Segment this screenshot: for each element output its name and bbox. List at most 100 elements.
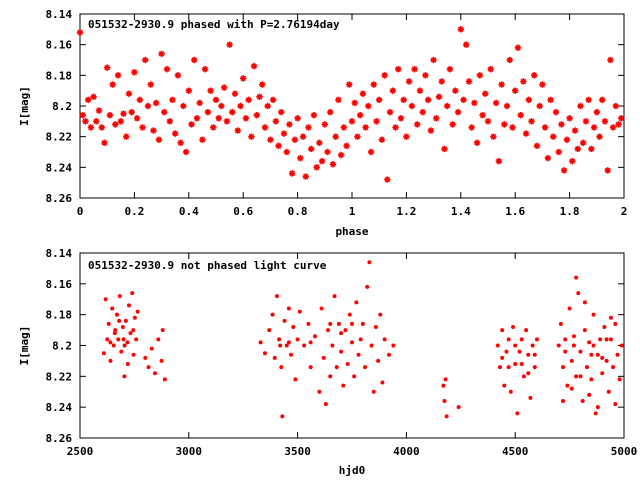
- phased-data-point: [411, 66, 418, 73]
- unphased-data-point: [280, 414, 285, 419]
- phased-data-point: [237, 102, 244, 110]
- unphased-y-axis-label: I[mag]: [18, 326, 31, 366]
- unphased-data-point: [526, 352, 531, 357]
- phased-data-point: [218, 102, 225, 110]
- unphased-data-point: [617, 377, 622, 382]
- unphased-data-point: [386, 352, 391, 357]
- phased-data-point: [207, 87, 214, 94]
- unphased-data-point: [565, 383, 570, 388]
- phased-x-tick-label: 1.4: [451, 205, 471, 218]
- unphased-data-point: [350, 321, 354, 326]
- unphased-data-point: [295, 337, 300, 342]
- unphased-data-point: [578, 349, 583, 354]
- phased-data-point: [441, 145, 448, 153]
- unphased-data-point: [159, 358, 164, 363]
- phased-y-tick-label: 8.24: [46, 161, 73, 174]
- phased-data-point: [449, 121, 456, 128]
- phased-data-point: [408, 102, 416, 110]
- phased-data-point: [446, 66, 454, 73]
- phased-data-point: [506, 56, 513, 64]
- phased-data-point: [117, 118, 124, 125]
- phased-data-point: [234, 127, 241, 134]
- phased-data-point: [212, 96, 220, 104]
- unphased-data-point: [591, 312, 596, 317]
- unphased-y-tick-label: 8.16: [46, 278, 73, 291]
- phased-data-point: [389, 87, 396, 94]
- unphased-data-point: [291, 325, 296, 329]
- unphased-data-point: [619, 343, 624, 348]
- phased-data-point: [430, 56, 437, 64]
- unphased-data-point: [350, 340, 354, 345]
- unphased-data-point: [330, 343, 335, 348]
- unphased-data-point: [117, 318, 122, 323]
- phased-x-tick-label: 0.6: [233, 205, 253, 218]
- unphased-light-curve-chart: 2500 3000 3500 4000 4500 5000 8.14 8.16 8.18 8.2 8…: [18, 247, 637, 477]
- unphased-data-point: [604, 337, 609, 342]
- phased-data-point: [144, 102, 152, 110]
- phased-y-axis-label: I[mag]: [18, 86, 31, 126]
- unphased-y-tick-label: 8.26: [46, 432, 73, 445]
- unphased-data-point: [515, 411, 520, 416]
- phased-data-point: [123, 133, 130, 140]
- unphased-data-point: [116, 337, 121, 342]
- unphased-data-point: [378, 312, 383, 317]
- phased-data-point: [601, 118, 609, 125]
- phased-data-point: [457, 26, 464, 33]
- phased-data-point: [101, 139, 108, 146]
- unphased-data-point: [376, 358, 381, 363]
- phased-data-point: [528, 118, 535, 125]
- unphased-data-point: [111, 343, 116, 348]
- unphased-data-point: [282, 318, 287, 323]
- unphased-chart-title: 051532-2930.9 not phased light curve: [88, 259, 327, 272]
- phased-data-point: [503, 102, 511, 110]
- unphased-data-point: [576, 291, 581, 296]
- unphased-data-point: [591, 343, 596, 348]
- unphased-data-point: [530, 343, 535, 348]
- phased-data-point: [204, 108, 212, 116]
- phased-data-point: [560, 167, 568, 174]
- unphased-data-point: [589, 377, 594, 382]
- phased-data-point: [471, 99, 478, 107]
- unphased-data-point: [382, 337, 387, 342]
- unphased-data-point: [608, 315, 613, 320]
- unphased-data-point: [317, 389, 322, 394]
- phased-data-point: [487, 66, 494, 73]
- phased-data-point: [302, 173, 309, 180]
- unphased-data-point: [328, 321, 333, 326]
- unphased-data-points: [101, 260, 624, 419]
- phased-data-point: [215, 115, 222, 122]
- unphased-data-point: [585, 365, 590, 370]
- unphased-data-point: [286, 340, 291, 345]
- unphased-data-point: [569, 358, 574, 363]
- unphased-data-point: [131, 328, 136, 333]
- unphased-data-point: [524, 328, 529, 333]
- unphased-data-point: [160, 328, 165, 333]
- unphased-data-point: [506, 337, 511, 342]
- phased-data-point: [109, 81, 116, 88]
- phased-data-point: [490, 133, 497, 140]
- phased-data-point: [460, 96, 467, 104]
- unphased-data-point: [513, 343, 518, 348]
- phased-data-point: [313, 164, 320, 171]
- unphased-data-point: [593, 411, 598, 416]
- phased-data-point: [378, 136, 386, 143]
- phased-data-point: [563, 136, 571, 143]
- unphased-data-point: [123, 318, 128, 323]
- phased-data-point: [174, 72, 182, 79]
- phased-data-point: [574, 145, 581, 153]
- unphased-data-point: [334, 365, 339, 370]
- phased-data-point: [291, 136, 299, 143]
- phased-data-point: [286, 121, 293, 128]
- phased-data-point: [272, 118, 280, 125]
- unphased-data-point: [558, 321, 563, 326]
- unphased-data-point: [613, 402, 618, 407]
- unphased-data-point: [258, 340, 263, 345]
- unphased-data-point: [604, 358, 609, 363]
- phased-data-point: [308, 145, 315, 153]
- phased-data-point: [465, 78, 473, 85]
- phased-data-point: [365, 102, 372, 110]
- phased-data-point: [403, 133, 410, 140]
- phased-data-point: [142, 56, 149, 64]
- phased-data-point: [337, 151, 345, 159]
- phased-data-point: [612, 102, 620, 110]
